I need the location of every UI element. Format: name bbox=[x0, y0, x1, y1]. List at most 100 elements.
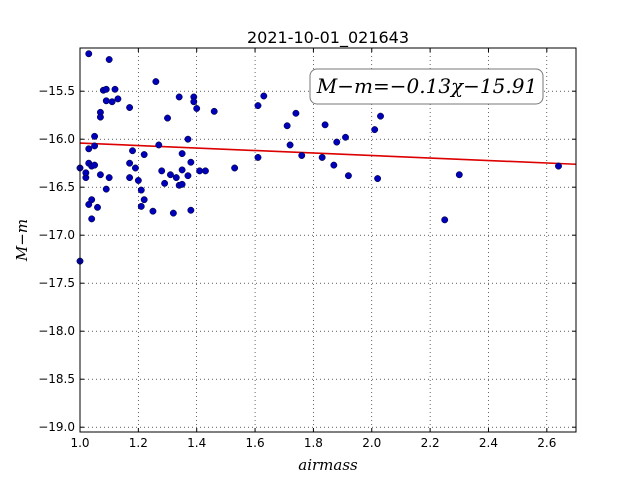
data-point bbox=[193, 105, 201, 112]
fit-line bbox=[79, 142, 577, 166]
data-point bbox=[96, 171, 104, 179]
data-point bbox=[374, 175, 382, 183]
data-point bbox=[210, 107, 218, 115]
data-point bbox=[102, 185, 110, 193]
data-point bbox=[85, 50, 93, 58]
data-point bbox=[377, 112, 384, 120]
data-point bbox=[254, 102, 262, 110]
chart-title: 2021-10-01_021643 bbox=[247, 28, 409, 48]
data-point bbox=[175, 93, 183, 101]
data-point bbox=[172, 174, 180, 182]
x-tick-label: 1.2 bbox=[129, 436, 148, 450]
data-point bbox=[155, 141, 163, 149]
data-point bbox=[126, 174, 134, 182]
data-point bbox=[260, 92, 268, 100]
fit-equation-box: M−m=−0.13χ−15.91 bbox=[309, 68, 544, 105]
y-tick-label: −16.0 bbox=[38, 132, 75, 146]
data-point bbox=[169, 209, 177, 217]
y-tick-label: −18.0 bbox=[38, 324, 75, 338]
fit-equation: M−m=−0.13χ−15.91 bbox=[316, 74, 537, 98]
y-tick-label: −18.5 bbox=[38, 372, 75, 386]
data-point bbox=[108, 98, 116, 106]
data-point bbox=[286, 141, 294, 149]
data-point bbox=[292, 109, 300, 117]
y-tick-label: −19.0 bbox=[38, 420, 75, 434]
x-tick-label: 2.0 bbox=[362, 436, 381, 450]
x-axis-label: airmass bbox=[298, 456, 358, 474]
data-point bbox=[114, 95, 122, 103]
data-point bbox=[371, 126, 379, 134]
data-point bbox=[149, 207, 157, 215]
data-point bbox=[178, 180, 186, 188]
data-point bbox=[105, 56, 113, 63]
data-point bbox=[166, 171, 174, 179]
data-point bbox=[455, 171, 463, 179]
y-tick-label: −17.5 bbox=[38, 276, 75, 290]
data-point bbox=[321, 121, 329, 129]
data-point bbox=[158, 167, 166, 175]
data-point bbox=[102, 97, 110, 105]
x-tick-label: 2.6 bbox=[537, 436, 556, 450]
data-points bbox=[76, 50, 562, 265]
data-point bbox=[88, 215, 96, 223]
axis-ticks: 1.0 1.2 1.4 1.6 1.8 2.0 2.2 2.4 2.6 −15.5 −16.0 −16… bbox=[38, 48, 576, 450]
data-point bbox=[161, 179, 169, 187]
y-tick-label: −15.5 bbox=[38, 84, 75, 98]
fit-equation-frame bbox=[309, 68, 544, 105]
data-point bbox=[111, 85, 119, 93]
data-point bbox=[298, 152, 306, 159]
data-point bbox=[96, 113, 104, 121]
plot-frame bbox=[79, 47, 577, 433]
data-point bbox=[187, 206, 195, 214]
data-point bbox=[342, 133, 349, 141]
data-point bbox=[137, 202, 145, 210]
data-point bbox=[91, 142, 99, 150]
data-point bbox=[231, 164, 239, 172]
data-point bbox=[164, 114, 171, 122]
data-point bbox=[102, 85, 110, 93]
data-point bbox=[184, 135, 192, 143]
x-tick-label: 1.8 bbox=[304, 436, 323, 450]
data-point bbox=[105, 174, 113, 182]
y-tick-label: −16.5 bbox=[38, 180, 75, 194]
data-point bbox=[344, 172, 352, 180]
grid bbox=[80, 48, 576, 432]
data-point bbox=[137, 186, 145, 194]
data-point bbox=[196, 167, 204, 175]
data-point bbox=[134, 177, 142, 184]
data-point bbox=[184, 172, 192, 180]
x-tick-label: 2.2 bbox=[421, 436, 440, 450]
data-point bbox=[178, 150, 186, 158]
data-point bbox=[152, 78, 160, 86]
data-point bbox=[85, 145, 93, 153]
data-point bbox=[131, 164, 139, 172]
data-point bbox=[126, 159, 134, 167]
fit-line-group bbox=[79, 142, 577, 166]
data-point bbox=[126, 104, 134, 111]
y-tick-label: −17.0 bbox=[38, 228, 75, 242]
data-point bbox=[91, 132, 99, 140]
data-point bbox=[129, 147, 136, 155]
data-point bbox=[254, 153, 262, 161]
data-point bbox=[91, 161, 99, 169]
data-point bbox=[333, 138, 341, 146]
data-point bbox=[283, 122, 291, 130]
data-point bbox=[330, 161, 338, 169]
x-tick-label: 1.0 bbox=[70, 436, 89, 450]
x-tick-label: 2.4 bbox=[479, 436, 498, 450]
data-point bbox=[140, 196, 148, 204]
data-point bbox=[88, 196, 96, 204]
data-point bbox=[555, 162, 562, 170]
data-point bbox=[178, 166, 186, 174]
data-point bbox=[94, 203, 101, 211]
data-point bbox=[318, 153, 326, 161]
data-point bbox=[190, 98, 198, 106]
data-point bbox=[202, 167, 209, 175]
data-point bbox=[140, 151, 148, 159]
x-tick-label: 1.6 bbox=[246, 436, 265, 450]
x-tick-label: 1.4 bbox=[187, 436, 206, 450]
data-point bbox=[187, 158, 195, 166]
y-axis-label: M−m bbox=[13, 219, 31, 262]
data-point bbox=[82, 169, 90, 177]
